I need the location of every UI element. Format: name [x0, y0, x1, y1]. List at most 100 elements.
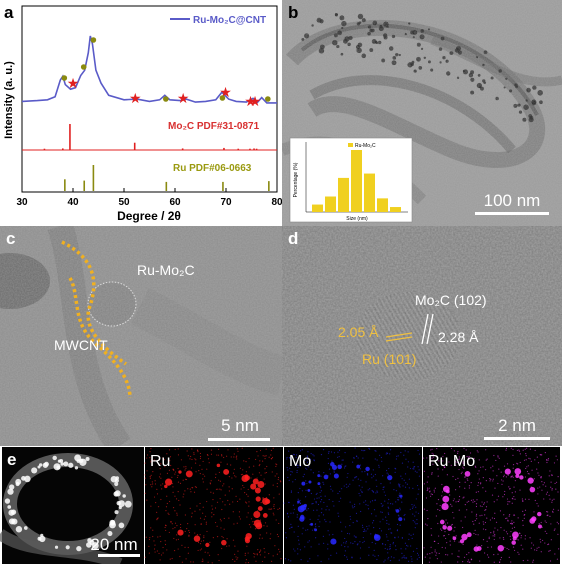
- mo2c-star-marker: ★: [249, 93, 262, 109]
- eds-maps: e 20 nm Ru Mo Ru Mo: [0, 447, 560, 564]
- inset-y-label: Percentage (%): [293, 162, 299, 197]
- eds-cluster: [252, 478, 259, 485]
- eds-cluster: [331, 464, 337, 470]
- haadf-particle: [114, 481, 119, 487]
- haadf-particle: [7, 488, 14, 495]
- legend-label: Ru-Mo₂C@CNT: [193, 15, 266, 26]
- eds-cluster: [333, 473, 339, 479]
- eds-cluster: [255, 496, 261, 502]
- eds-cluster: [356, 464, 361, 469]
- ru-circle-marker: [80, 64, 87, 70]
- haadf-particle: [37, 465, 41, 469]
- haadf-particle: [23, 526, 28, 530]
- mo2c-star-marker: ★: [67, 75, 80, 91]
- haadf-particle: [24, 475, 31, 483]
- eds-cluster: [512, 531, 519, 539]
- xrd-plot-area: ★★ ★ ★★★: [21, 35, 277, 191]
- y-axis-label: Intensity (a. u.): [3, 61, 15, 139]
- eds-cluster: [531, 516, 537, 522]
- haadf-particle: [116, 500, 121, 506]
- eds-cluster: [459, 539, 465, 544]
- haadf-particle: [89, 540, 95, 546]
- haadf-particle: [63, 461, 69, 467]
- overlay-map: Ru Mo: [422, 447, 560, 564]
- eds-cluster: [307, 489, 311, 492]
- eds-cluster: [514, 468, 522, 475]
- tem-image-c: c Ru-Mo₂C MWCNT 5 nm: [0, 226, 282, 446]
- histogram-bar: [364, 173, 375, 212]
- eds-cluster: [177, 529, 184, 536]
- eds-cluster: [310, 522, 314, 526]
- scale-label-e: 20 nm: [90, 535, 137, 554]
- eds-cluster: [317, 482, 321, 486]
- histogram-bars: [312, 150, 401, 212]
- haadf-particle: [40, 533, 44, 538]
- eds-cluster: [476, 546, 482, 551]
- haadf-particle: [7, 505, 12, 509]
- haadf-particle: [52, 455, 57, 461]
- inset-x-label: Size (nm): [346, 216, 368, 222]
- eds-cluster: [262, 513, 268, 518]
- scale-bar-d: [484, 437, 550, 440]
- haadf-image: e 20 nm: [0, 447, 144, 564]
- haadf-particle: [37, 536, 42, 541]
- x-axis-label: Degree / 2θ: [117, 209, 181, 223]
- fringe-marker-ru: [385, 332, 413, 338]
- mo2c-star-marker: ★: [177, 90, 190, 106]
- scale-bar-e: [98, 554, 140, 557]
- panel-b-tem: b Percentage (%) Ru-Mo₂C Size (nm) 100 n…: [282, 0, 562, 226]
- label-ru-mo2c: Ru-Mo₂C: [137, 262, 195, 278]
- tem-image-d: d Mo₂C (102) 2.28 Å 2.05 Å Ru (101) 2 nm: [282, 226, 562, 446]
- haadf-particle: [122, 494, 126, 498]
- haadf-particle: [107, 531, 113, 537]
- haadf-particle: [4, 498, 11, 504]
- fringe-marker-mo2c-2: [426, 313, 434, 345]
- panel-a-xrd: a Intensity (a. u.) Degree / 2θ 30 40 50 60…: [0, 0, 282, 226]
- histogram-bar: [390, 207, 401, 212]
- fringe-marker-mo2c: [421, 313, 429, 345]
- eds-cluster: [537, 511, 542, 517]
- haadf-particle: [85, 457, 90, 462]
- haadf-particle: [53, 463, 61, 471]
- mo2c-star-marker: ★: [244, 93, 257, 109]
- eds-cluster: [297, 505, 305, 513]
- eds-cluster: [300, 514, 305, 520]
- histogram-bar: [312, 204, 323, 212]
- eds-cluster: [205, 542, 210, 547]
- label-mwcnt: MWCNT: [54, 337, 108, 353]
- xrd-series-main: [21, 35, 277, 104]
- ru-map: Ru: [144, 447, 283, 564]
- eds-cluster: [323, 474, 329, 480]
- scale-bar-c: [208, 438, 270, 441]
- x-tick-label: 50: [118, 197, 130, 208]
- label-d-spacing-205: 2.05 Å: [338, 324, 379, 340]
- haadf-particle: [54, 545, 59, 549]
- tem-image-b: b Percentage (%) Ru-Mo₂C Size (nm) 100 n…: [282, 0, 562, 226]
- haadf-particle: [115, 476, 119, 480]
- panel-letter-b: b: [288, 3, 298, 22]
- haadf-particle: [114, 510, 119, 515]
- eds-cluster: [452, 536, 457, 541]
- panel-letter-e: e: [7, 450, 16, 469]
- ru-circle-marker: [219, 95, 226, 101]
- x-tick-label: 40: [67, 197, 79, 208]
- haadf-particle: [60, 462, 64, 466]
- ru-map-label: Ru: [150, 453, 170, 470]
- mo-map-label: Mo: [289, 453, 311, 470]
- haadf-particle: [78, 458, 84, 463]
- scale-label-b: 100 nm: [484, 191, 541, 210]
- eds-cluster: [374, 534, 379, 539]
- eds-cluster: [387, 475, 393, 481]
- eds-cluster: [317, 474, 321, 478]
- eds-cluster: [178, 470, 182, 474]
- eds-cluster: [395, 509, 400, 513]
- eds-cluster: [301, 481, 306, 486]
- eds-cluster: [297, 500, 300, 504]
- label-d-spacing-228: 2.28 Å: [438, 329, 479, 345]
- mo2c-star-marker: ★: [129, 90, 142, 106]
- size-histogram-inset: Percentage (%) Ru-Mo₂C Size (nm): [289, 137, 413, 223]
- haadf-particle: [76, 545, 82, 552]
- histogram-bar: [338, 177, 349, 212]
- haadf-particle: [65, 545, 70, 550]
- eds-cluster: [308, 480, 312, 484]
